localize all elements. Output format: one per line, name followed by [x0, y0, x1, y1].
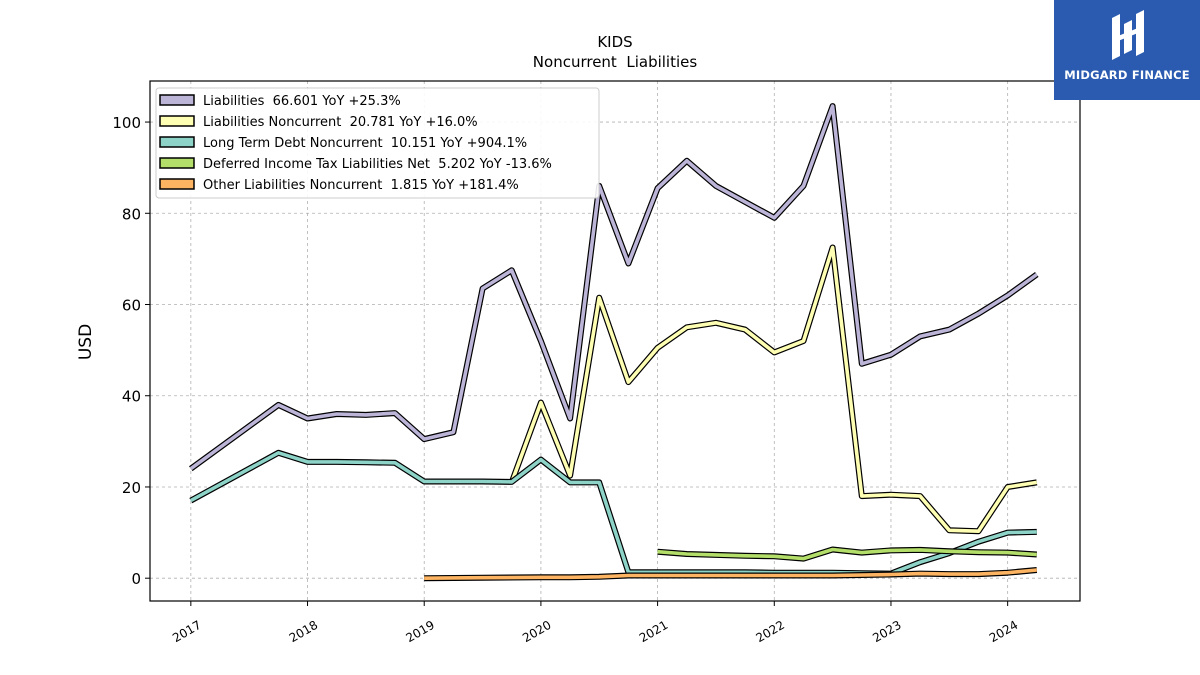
legend-box	[155, 87, 600, 199]
legend-label-3: Deferred Income Tax Liabilities Net 5.20…	[203, 157, 552, 172]
y-tick-label: 80	[122, 205, 141, 223]
series-line-outline-2	[189, 449, 1037, 577]
series-lines	[189, 103, 1039, 582]
x-tick-label: 2018	[287, 618, 320, 645]
x-tick-label: 2017	[170, 618, 203, 645]
legend-swatch-0	[159, 94, 195, 106]
y-axis-label: USD	[76, 324, 96, 360]
x-tick-label: 2022	[754, 618, 787, 645]
legend-swatch-2	[159, 136, 195, 148]
plot-frame	[149, 80, 1081, 602]
series-line-1	[510, 245, 1038, 534]
chart-title: KIDS	[597, 33, 632, 51]
y-tick-label: 100	[112, 114, 141, 132]
chart-subtitle: Noncurrent Liabilities	[533, 53, 698, 71]
legend-label-1: Liabilities Noncurrent 20.781 YoY +16.0%	[203, 115, 478, 130]
x-tick-label: 2023	[870, 618, 903, 645]
legend-swatch-1	[159, 115, 195, 127]
x-tick-label: 2024	[987, 618, 1020, 645]
x-tick-label: 2021	[637, 618, 670, 645]
brand-name: MIDGARD FINANCE	[1064, 68, 1190, 82]
legend-label-4: Other Liabilities Noncurrent 1.815 YoY +…	[203, 178, 519, 193]
x-tick-label: 2019	[403, 618, 436, 645]
brand-badge: MIDGARD FINANCE	[1054, 0, 1200, 100]
legend: Liabilities 66.601 YoY +25.3% Liabilities…	[155, 87, 600, 199]
series-line-0	[189, 104, 1038, 471]
series-line-3	[657, 547, 1037, 561]
series-line-4	[424, 568, 1037, 580]
y-tick-label: 0	[131, 570, 141, 588]
midgard-logo-icon	[1112, 10, 1144, 60]
y-tick-label: 40	[122, 388, 141, 406]
x-axis-ticks: 2017 2018 2019 2020 2021 2022 2023 2024	[170, 601, 1020, 645]
legend-label-2: Long Term Debt Noncurrent 10.151 YoY +90…	[203, 136, 527, 151]
y-tick-label: 60	[122, 297, 141, 315]
series-line-2	[189, 450, 1037, 576]
legend-label-0: Liabilities 66.601 YoY +25.3%	[203, 94, 401, 109]
legend-swatch-3	[159, 157, 195, 169]
y-tick-label: 20	[122, 479, 141, 497]
x-tick-label: 2020	[520, 618, 553, 645]
legend-swatch-4	[159, 178, 195, 190]
y-axis-ticks: 0 20 40 60 80 100	[112, 114, 150, 588]
